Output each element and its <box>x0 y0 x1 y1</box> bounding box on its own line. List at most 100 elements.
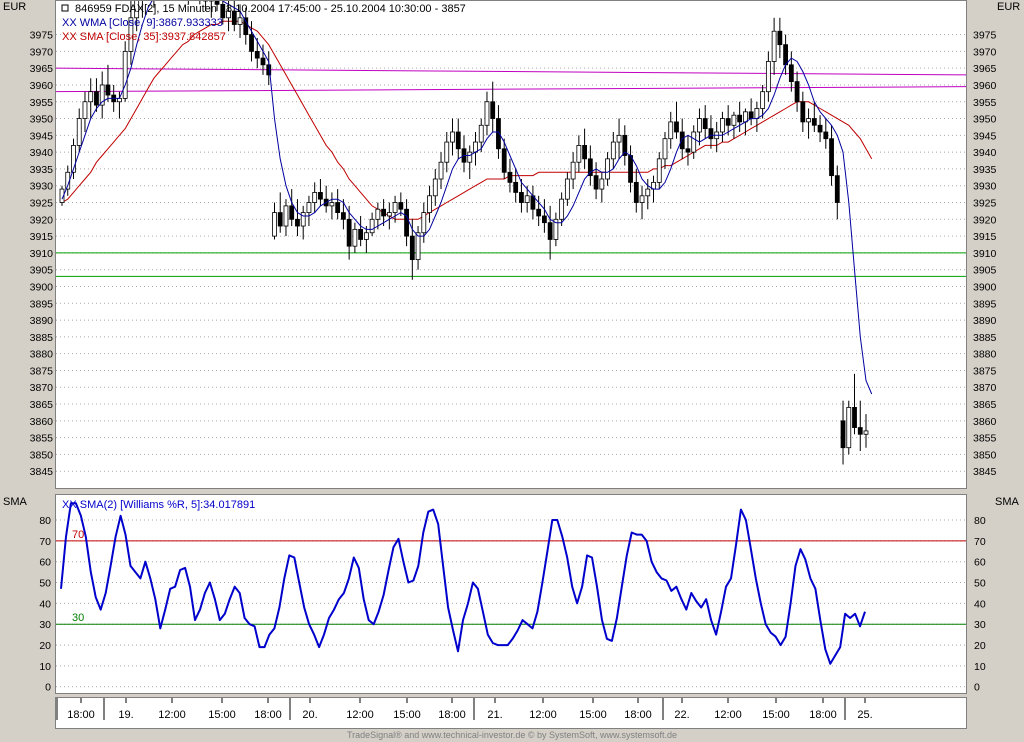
candle-body <box>444 141 450 163</box>
price-tick-left: 3975 <box>30 30 54 42</box>
osc-tick-left: 80 <box>39 515 51 527</box>
candle-body <box>794 81 800 103</box>
osc-level-label-30: 30 <box>72 612 84 624</box>
price-plot-area <box>56 1 966 472</box>
price-currency-left: EUR <box>3 1 27 13</box>
price-tick-right: 3905 <box>973 265 997 277</box>
candle-body <box>536 208 542 217</box>
candle-body <box>386 212 392 217</box>
candle-body <box>352 228 358 247</box>
candle-body <box>645 188 651 197</box>
price-tick-left: 3950 <box>30 114 54 126</box>
price-tick-left: 3945 <box>30 130 54 142</box>
candle-body <box>478 124 484 143</box>
price-tick-left: 3920 <box>30 214 54 226</box>
candle-body <box>811 118 817 126</box>
candle-body <box>800 101 806 123</box>
candle-body <box>277 212 283 227</box>
candle-body <box>754 108 760 119</box>
osc-tick-left: 50 <box>39 578 51 590</box>
candle-body <box>685 148 691 153</box>
candle-body <box>513 181 519 193</box>
candle-body <box>737 114 743 123</box>
candle-body <box>421 212 427 234</box>
time-tick-label: 15:00 <box>208 709 236 721</box>
osc-tick-left: 60 <box>39 557 51 569</box>
candle-body <box>76 118 82 146</box>
price-tick-left: 3910 <box>30 248 54 260</box>
time-tick-label: 18:00 <box>254 709 282 721</box>
price-tick-right: 3965 <box>973 63 997 75</box>
candle-body <box>547 222 553 240</box>
price-tick-left: 3885 <box>30 332 54 344</box>
oscillator-panel[interactable] <box>55 494 967 694</box>
time-tick-label: 15:00 <box>762 709 790 721</box>
time-tick-label: 22. <box>674 709 689 721</box>
candle-body <box>639 195 645 203</box>
time-tick-label: 18:00 <box>67 709 95 721</box>
candle-body <box>94 91 99 106</box>
candle-body <box>731 114 737 126</box>
price-tick-right: 3975 <box>973 30 997 42</box>
candle-body <box>300 212 306 227</box>
candle-body <box>335 202 341 213</box>
candle-body <box>398 202 404 210</box>
candle-body <box>771 30 777 62</box>
time-tick-label: 15:00 <box>579 709 607 721</box>
candle-body <box>834 175 840 203</box>
price-tick-right: 3845 <box>973 466 997 478</box>
legend-wma: XX WMA [Close, 9]:3867.933333 <box>62 17 223 29</box>
sma-line <box>61 20 873 220</box>
resistance-upper-line <box>56 67 966 76</box>
time-tick-label: 25. <box>857 709 872 721</box>
candle-body <box>507 171 513 183</box>
time-tick-label: 19. <box>118 709 133 721</box>
time-axis-panel <box>55 697 967 729</box>
price-currency-right: EUR <box>997 1 1021 13</box>
candle-body <box>519 192 524 203</box>
candle-body <box>375 208 381 220</box>
osc-tick-right: 70 <box>974 536 986 548</box>
price-tick-left: 3890 <box>30 315 54 327</box>
price-tick-left: 3900 <box>30 281 54 293</box>
candle-body <box>622 134 628 156</box>
price-tick-left: 3855 <box>30 433 54 445</box>
osc-label-left: SMA <box>3 496 27 508</box>
price-panel[interactable] <box>55 0 967 489</box>
price-tick-right: 3890 <box>973 315 997 327</box>
candle-body <box>122 50 128 99</box>
osc-line <box>60 502 866 665</box>
price-tick-left: 3915 <box>30 231 54 243</box>
candle-body <box>369 218 375 234</box>
price-tick-left: 3940 <box>30 147 54 159</box>
osc-tick-right: 50 <box>974 578 986 590</box>
osc-tick-right: 40 <box>974 598 986 610</box>
price-tick-right: 3925 <box>973 198 997 210</box>
candle-body <box>226 10 231 19</box>
price-tick-left: 3965 <box>30 63 54 75</box>
time-tick-label: 20. <box>302 709 317 721</box>
candle-body <box>846 406 852 449</box>
candle-body <box>363 232 369 240</box>
candle-body <box>404 208 409 237</box>
price-tick-right: 3920 <box>973 214 997 226</box>
candle-body <box>484 101 490 126</box>
price-tick-right: 3915 <box>973 231 997 243</box>
legend-sma: XX SMA [Close, 35]:3937.842857 <box>62 31 226 43</box>
candle-body <box>214 1 220 5</box>
time-tick-label: 18:00 <box>438 709 466 721</box>
price-tick-left: 3935 <box>30 164 54 176</box>
candle-body <box>432 178 438 197</box>
price-tick-right: 3910 <box>973 248 997 260</box>
price-tick-right: 3880 <box>973 349 997 361</box>
osc-tick-left: 10 <box>39 661 51 673</box>
candle-body <box>840 420 846 449</box>
candle-body <box>599 178 605 190</box>
candle-body <box>134 1 140 19</box>
candle-body <box>306 202 312 213</box>
candle-body <box>765 61 771 93</box>
price-tick-right: 3955 <box>973 97 997 109</box>
price-tick-left: 3845 <box>30 466 54 478</box>
resistance-lower-line <box>56 86 966 93</box>
price-tick-left: 3955 <box>30 97 54 109</box>
